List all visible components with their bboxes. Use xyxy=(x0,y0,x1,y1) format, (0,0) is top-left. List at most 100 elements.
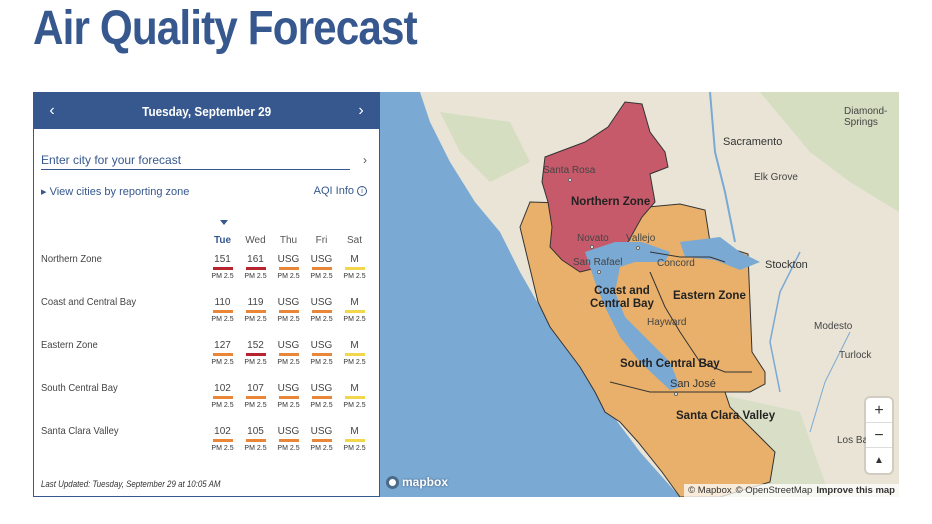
river xyxy=(709,92,736,243)
aqi-color-bar xyxy=(344,267,365,270)
pollutant-label: PM 2.5 xyxy=(211,316,234,323)
aqi-color-bar xyxy=(344,310,365,313)
aqi-map[interactable]: Diamond- Springs Sacramento Elk Grove Sa… xyxy=(380,92,899,497)
info-icon: i xyxy=(357,186,367,197)
map-label-eastern-zone: Eastern Zone xyxy=(673,290,746,302)
chevron-right-icon[interactable]: › xyxy=(363,153,367,167)
aqi-value: USG xyxy=(310,340,333,351)
forecast-cell: 107 PM 2.5 xyxy=(239,382,272,410)
zone-name: Eastern Zone xyxy=(41,339,98,351)
aqi-color-bar xyxy=(245,353,266,356)
forecast-cell: USG PM 2.5 xyxy=(272,339,305,367)
aqi-info-link[interactable]: AQI Info i xyxy=(314,185,367,198)
zoom-out-button[interactable]: − xyxy=(866,423,892,448)
mapbox-logo-text: mapbox xyxy=(402,475,449,489)
zone-row: Eastern Zone 127 PM 2.5 152 PM 2.5 USG PM 2.5 U… xyxy=(34,339,379,379)
panel-links: ▸ View cities by reporting zone AQI Info… xyxy=(41,185,367,198)
map-label-hayward: Hayward xyxy=(647,317,687,328)
view-cities-link[interactable]: ▸ View cities by reporting zone xyxy=(41,186,190,198)
aqi-value: 110 xyxy=(214,297,231,308)
map-label-san-jose: San José xyxy=(670,378,716,390)
aqi-color-bar xyxy=(245,267,266,270)
map-label-san-rafael: San Rafael xyxy=(573,257,623,268)
pollutant-label: PM 2.5 xyxy=(277,445,300,452)
forecast-cell: 102 PM 2.5 xyxy=(206,425,239,453)
day-label: Wed xyxy=(245,235,266,246)
map-canvas xyxy=(420,92,899,497)
day-label: Fri xyxy=(315,235,328,246)
aqi-color-bar xyxy=(311,396,332,399)
aqi-color-bar xyxy=(311,310,332,313)
forecast-cell: USG PM 2.5 xyxy=(305,339,338,367)
pollutant-label: PM 2.5 xyxy=(244,273,267,280)
map-label-modesto: Modesto xyxy=(814,321,853,332)
view-cities-label: View cities by reporting zone xyxy=(49,186,190,198)
aqi-value: 107 xyxy=(247,383,264,394)
zone-name: Northern Zone xyxy=(41,253,102,265)
aqi-value: USG xyxy=(277,426,300,437)
aqi-value: 127 xyxy=(214,340,231,351)
zone-row: Coast and Central Bay 110 PM 2.5 119 PM 2.5 U… xyxy=(34,296,379,336)
forecast-cell: USG PM 2.5 xyxy=(272,382,305,410)
aqi-color-bar xyxy=(212,396,233,399)
aqi-info-label: AQI Info xyxy=(313,185,354,197)
day-label: Tue xyxy=(213,235,232,246)
map-label-santa-clara-valley: Santa Clara Valley xyxy=(676,410,776,422)
aqi-value: 151 xyxy=(214,254,231,265)
day-label: Sat xyxy=(346,235,362,246)
zone-border xyxy=(649,251,726,263)
zone-name: South Central Bay xyxy=(41,382,118,394)
aqi-value: 152 xyxy=(247,340,264,351)
forecast-cell: USG PM 2.5 xyxy=(305,425,338,453)
aqi-color-bar xyxy=(278,439,299,442)
prev-day-button[interactable]: ‹ xyxy=(49,102,55,119)
aqi-value: USG xyxy=(277,340,300,351)
aqi-value: USG xyxy=(277,297,300,308)
aqi-color-bar xyxy=(245,310,266,313)
zoom-in-button[interactable]: + xyxy=(866,398,892,423)
aqi-color-bar xyxy=(344,353,365,356)
forecast-cell: USG PM 2.5 xyxy=(305,296,338,324)
aqi-color-bar xyxy=(278,267,299,270)
date-header: ‹ Tuesday, September 29 › xyxy=(34,93,379,129)
mapbox-logo[interactable]: mapbox xyxy=(386,475,448,489)
improve-map-link[interactable]: Improve this map xyxy=(816,485,895,496)
aqi-value: USG xyxy=(310,254,333,265)
pollutant-label: PM 2.5 xyxy=(211,359,234,366)
green-area xyxy=(760,92,899,212)
map-label-elk-grove: Elk Grove xyxy=(754,172,798,183)
forecast-cells: 102 PM 2.5 107 PM 2.5 USG PM 2.5 USG PM 2.5 M PM … xyxy=(206,382,371,410)
pollutant-label: PM 2.5 xyxy=(310,402,333,409)
aqi-value: M xyxy=(350,254,359,265)
map-label-concord: Concord xyxy=(657,258,695,269)
forecast-cells: 110 PM 2.5 119 PM 2.5 USG PM 2.5 USG PM 2.5 M PM … xyxy=(206,296,371,324)
pollutant-label: PM 2.5 xyxy=(343,273,366,280)
aqi-value: M xyxy=(350,297,359,308)
city-search-input[interactable] xyxy=(41,150,350,170)
pollutant-label: PM 2.5 xyxy=(310,445,333,452)
aqi-color-bar xyxy=(212,439,233,442)
pollutant-label: PM 2.5 xyxy=(244,359,267,366)
pollutant-label: PM 2.5 xyxy=(277,402,300,409)
next-day-button[interactable]: › xyxy=(358,102,364,119)
map-label-northern-zone: Northern Zone xyxy=(571,196,651,208)
days-header: Tue Wed Thu Fri Sat xyxy=(206,235,371,246)
map-label-sacramento: Sacramento xyxy=(723,136,783,148)
attribution-osm-link[interactable]: © OpenStreetMap xyxy=(735,485,813,496)
attribution-mapbox-link[interactable]: © Mapbox xyxy=(688,485,732,496)
compass-icon[interactable]: ▲ xyxy=(874,455,884,466)
pollutant-label: PM 2.5 xyxy=(211,273,234,280)
aqi-color-bar xyxy=(311,439,332,442)
pollutant-label: PM 2.5 xyxy=(244,316,267,323)
aqi-color-bar xyxy=(311,353,332,356)
forecast-cell: M PM 2.5 xyxy=(338,253,371,281)
aqi-color-bar xyxy=(344,439,365,442)
aqi-value: USG xyxy=(310,383,333,394)
zone-unhealthy-region xyxy=(541,101,669,273)
pollutant-label: PM 2.5 xyxy=(310,359,333,366)
forecast-cell: M PM 2.5 xyxy=(338,425,371,453)
aqi-value: 105 xyxy=(247,426,264,437)
aqi-color-bar xyxy=(278,353,299,356)
forecast-cell: USG PM 2.5 xyxy=(272,425,305,453)
pollutant-label: PM 2.5 xyxy=(343,445,366,452)
